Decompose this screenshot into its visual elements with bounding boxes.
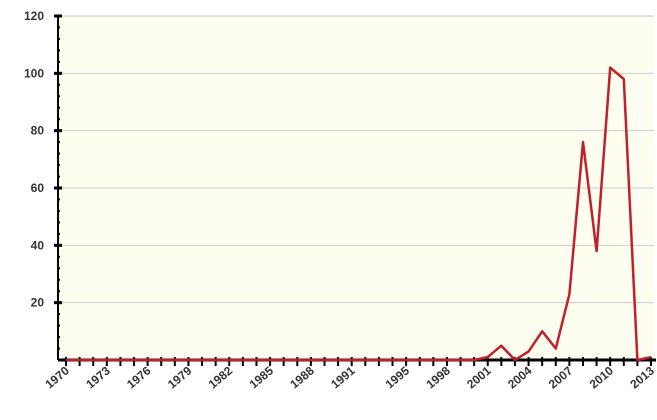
x-tick-label-2013: 2013: [627, 363, 657, 391]
y-axis-tick-labels: 20 40 60 80 100 120: [24, 9, 44, 310]
y-tick-label-60: 60: [31, 181, 45, 195]
x-tick-label-1982: 1982: [206, 363, 236, 391]
x-tick-label-2010: 2010: [587, 363, 617, 391]
x-tick-label-2001: 2001: [464, 363, 494, 391]
series-line: [66, 66, 652, 362]
x-tick-label-1976: 1976: [124, 363, 154, 391]
x-tick-label-2007: 2007: [546, 363, 576, 391]
y-tick-label-80: 80: [31, 124, 45, 138]
y-tick-label-40: 40: [31, 238, 45, 252]
x-tick-label-1979: 1979: [165, 363, 195, 391]
x-tick-label-2004: 2004: [505, 363, 535, 391]
y-tick-label-100: 100: [24, 66, 44, 80]
x-tick-label-1991: 1991: [328, 363, 358, 391]
x-tick-label-1973: 1973: [83, 363, 113, 391]
y-tick-label-20: 20: [31, 296, 45, 310]
x-tick-label-1995: 1995: [383, 363, 413, 391]
x-tick-label-1970: 1970: [42, 363, 72, 391]
x-tick-label-1998: 1998: [423, 363, 453, 391]
y-tick-label-120: 120: [24, 9, 44, 23]
x-tick-label-1985: 1985: [247, 363, 277, 391]
x-axis-tick-labels: 1970 1973 1976 1979 1982 1985 1988 1991 1995 1998…: [42, 363, 657, 391]
x-tick-label-1988: 1988: [287, 363, 317, 391]
